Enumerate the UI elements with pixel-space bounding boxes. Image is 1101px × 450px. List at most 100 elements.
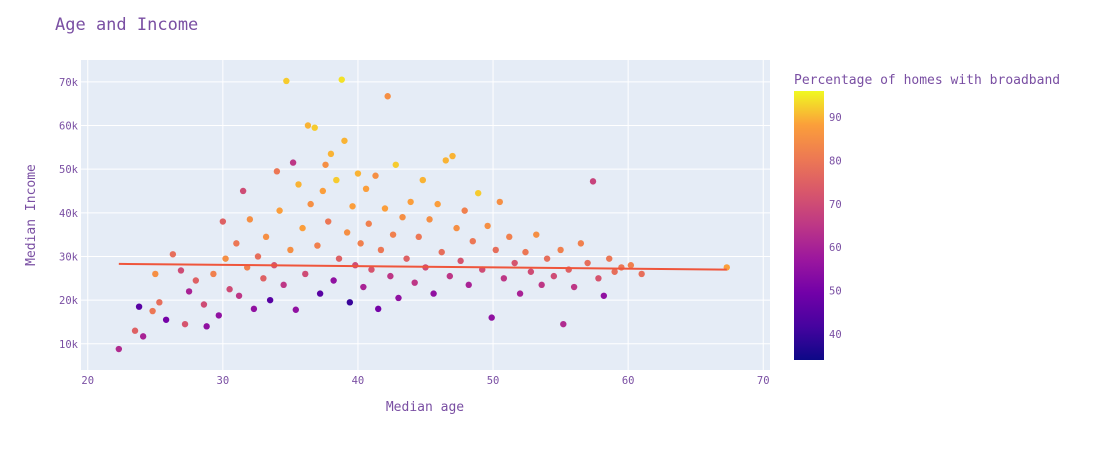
x-tick-label: 20 [81,375,94,387]
data-point [430,290,437,297]
data-point [411,279,418,286]
data-point [533,231,540,238]
data-point [330,277,337,284]
data-point [474,189,482,197]
colorbar-tick-label: 70 [829,199,842,211]
data-point [346,299,354,306]
data-point [325,218,332,225]
x-axis-title: Median age [386,400,464,415]
data-point [557,246,564,254]
data-point [260,275,267,282]
data-point [403,255,410,262]
data-point [449,152,456,160]
y-tick-label: 10k [59,339,79,351]
data-point [131,327,139,334]
data-point [215,312,222,319]
data-point [368,266,375,273]
data-point [384,93,391,100]
data-point [516,290,524,297]
data-point [135,303,143,310]
data-point [638,270,645,278]
data-point [600,292,608,299]
data-point [550,272,558,280]
data-point [333,176,340,184]
data-point [289,159,297,166]
x-tick-label: 30 [217,375,230,387]
x-tick-label: 70 [757,375,770,387]
data-point [399,213,406,221]
data-point [381,205,389,212]
data-point [365,220,372,227]
data-point [469,237,476,245]
data-point [538,281,545,289]
data-point [239,187,247,195]
y-tick-label: 50k [59,164,79,176]
data-point [595,275,602,282]
y-axis-ticks: 10k 20k 30k 40k 50k 60k 70k [59,77,79,351]
x-axis-ticks: 20 30 40 50 60 70 [81,375,769,387]
data-point [341,137,348,144]
data-point [152,270,159,278]
data-point [511,259,518,267]
colorbar-tick-label: 50 [829,286,842,298]
plot-area [81,60,770,370]
data-point [162,316,170,323]
data-point [235,292,243,299]
data-point [362,185,370,193]
data-point [387,272,394,280]
data-point [500,275,508,282]
y-tick-label: 40k [59,208,79,220]
data-point [210,270,217,278]
data-point [292,306,300,313]
data-point [203,323,210,330]
data-point [372,172,379,179]
data-point [156,299,163,306]
data-point [319,187,327,195]
data-point [446,272,454,280]
data-point [250,305,258,313]
x-tick-label: 40 [352,375,365,387]
data-point [314,242,321,249]
data-point [496,198,504,206]
data-point [307,200,314,208]
colorbar-tick-label: 90 [829,112,842,124]
data-point [506,233,513,241]
data-point [357,240,364,247]
data-point [434,200,441,208]
data-point [219,218,227,225]
data-point [181,320,189,328]
data-point [492,246,499,254]
data-point [311,124,318,131]
data-point [327,150,335,158]
data-point [389,231,397,238]
colorbar [794,91,824,360]
data-point [149,307,156,315]
colorbar-tick-label: 40 [829,329,842,341]
data-point [222,255,229,262]
data-point [570,283,578,291]
data-point [295,181,302,188]
data-point [335,255,343,262]
data-point [461,207,468,214]
y-tick-label: 70k [59,77,79,89]
data-point [453,224,460,232]
data-point [139,333,147,340]
grid-lines [81,60,770,370]
data-point [627,262,635,269]
data-point [392,161,399,168]
data-point [415,233,422,241]
data-point [522,248,529,256]
data-point [354,170,362,177]
data-point [527,268,535,275]
data-point [611,268,618,275]
data-point [618,264,625,271]
data-point [584,259,591,267]
chart-title: Age and Income [55,15,198,35]
data-point [465,281,472,289]
data-point [407,198,414,206]
data-point [276,207,283,214]
data-point [192,277,200,284]
data-point [273,168,281,175]
data-point [577,240,585,247]
data-point [246,216,254,223]
